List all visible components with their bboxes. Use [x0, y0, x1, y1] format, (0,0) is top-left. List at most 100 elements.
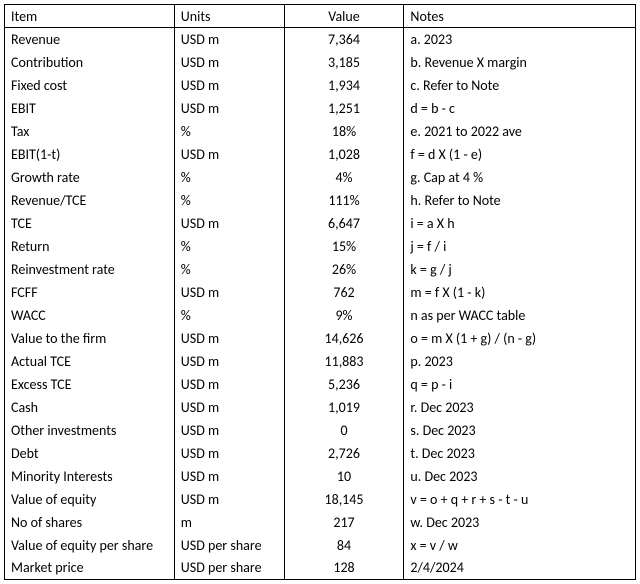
- table-row: Market priceUSD per share1282/4/2024: [5, 557, 636, 580]
- cell-notes: u. Dec 2023: [404, 465, 636, 488]
- table-row: EBITUSD m1,251d = b - c: [5, 97, 636, 120]
- cell-units: USD per share: [174, 557, 284, 580]
- cell-value: 10: [284, 465, 404, 488]
- cell-value: 14,626: [284, 327, 404, 350]
- cell-value: 6,647: [284, 212, 404, 235]
- cell-item: EBIT: [5, 97, 175, 120]
- table-row: TCEUSD m6,647i = a X h: [5, 212, 636, 235]
- cell-units: USD m: [174, 51, 284, 74]
- table-row: Reinvestment rate%26%k = g / j: [5, 258, 636, 281]
- cell-notes: f = d X (1 - e): [404, 143, 636, 166]
- cell-units: USD m: [174, 281, 284, 304]
- table-row: CashUSD m1,019r. Dec 2023: [5, 396, 636, 419]
- cell-units: %: [174, 304, 284, 327]
- cell-item: No of shares: [5, 511, 175, 534]
- table-row: ContributionUSD m3,185b. Revenue X margi…: [5, 51, 636, 74]
- cell-value: 3,185: [284, 51, 404, 74]
- table-row: Tax%18%e. 2021 to 2022 ave: [5, 120, 636, 143]
- table-row: WACC%9%n as per WACC table: [5, 304, 636, 327]
- table-row: Actual TCEUSD m11,883p. 2023: [5, 350, 636, 373]
- cell-notes: a. 2023: [404, 28, 636, 51]
- cell-item: Value to the firm: [5, 327, 175, 350]
- cell-units: USD m: [174, 143, 284, 166]
- cell-units: USD m: [174, 373, 284, 396]
- cell-value: 15%: [284, 235, 404, 258]
- cell-units: USD m: [174, 396, 284, 419]
- cell-notes: v = o + q + r + s - t - u: [404, 488, 636, 511]
- cell-units: USD m: [174, 419, 284, 442]
- cell-notes: o = m X (1 + g) / (n - g): [404, 327, 636, 350]
- cell-notes: k = g / j: [404, 258, 636, 281]
- cell-notes: p. 2023: [404, 350, 636, 373]
- table-header-row: Item Units Value Notes: [5, 5, 636, 28]
- cell-notes: d = b - c: [404, 97, 636, 120]
- cell-notes: s. Dec 2023: [404, 419, 636, 442]
- cell-value: 5,236: [284, 373, 404, 396]
- cell-item: Contribution: [5, 51, 175, 74]
- cell-value: 2,726: [284, 442, 404, 465]
- cell-item: EBIT(1-t): [5, 143, 175, 166]
- table-body: RevenueUSD m7,364a. 2023ContributionUSD …: [5, 28, 636, 580]
- cell-units: %: [174, 120, 284, 143]
- cell-item: Tax: [5, 120, 175, 143]
- cell-item: Value of equity: [5, 488, 175, 511]
- cell-item: Minority Interests: [5, 465, 175, 488]
- cell-units: USD m: [174, 212, 284, 235]
- table-row: FCFFUSD m762m = f X (1 - k): [5, 281, 636, 304]
- cell-notes: g. Cap at 4 %: [404, 166, 636, 189]
- cell-item: WACC: [5, 304, 175, 327]
- cell-item: Revenue/TCE: [5, 189, 175, 212]
- cell-value: 0: [284, 419, 404, 442]
- cell-item: Reinvestment rate: [5, 258, 175, 281]
- cell-item: Growth rate: [5, 166, 175, 189]
- cell-item: Fixed cost: [5, 74, 175, 97]
- cell-value: 762: [284, 281, 404, 304]
- cell-item: Market price: [5, 557, 175, 580]
- cell-units: %: [174, 235, 284, 258]
- cell-notes: c. Refer to Note: [404, 74, 636, 97]
- cell-item: Revenue: [5, 28, 175, 51]
- cell-units: %: [174, 166, 284, 189]
- header-notes: Notes: [404, 5, 636, 28]
- cell-units: USD m: [174, 442, 284, 465]
- table-row: Value to the firmUSD m14,626o = m X (1 +…: [5, 327, 636, 350]
- cell-item: Debt: [5, 442, 175, 465]
- cell-value: 18,145: [284, 488, 404, 511]
- table-row: Return%15%j = f / i: [5, 235, 636, 258]
- header-value: Value: [284, 5, 404, 28]
- header-units: Units: [174, 5, 284, 28]
- cell-item: FCFF: [5, 281, 175, 304]
- header-item: Item: [5, 5, 175, 28]
- cell-notes: h. Refer to Note: [404, 189, 636, 212]
- cell-notes: m = f X (1 - k): [404, 281, 636, 304]
- table-row: EBIT(1-t)USD m1,028f = d X (1 - e): [5, 143, 636, 166]
- cell-notes: e. 2021 to 2022 ave: [404, 120, 636, 143]
- cell-value: 217: [284, 511, 404, 534]
- cell-item: Other investments: [5, 419, 175, 442]
- cell-notes: 2/4/2024: [404, 557, 636, 580]
- cell-value: 1,934: [284, 74, 404, 97]
- table-row: Value of equityUSD m18,145v = o + q + r …: [5, 488, 636, 511]
- cell-units: USD m: [174, 327, 284, 350]
- table-row: No of sharesm217w. Dec 2023: [5, 511, 636, 534]
- cell-units: USD m: [174, 465, 284, 488]
- cell-item: TCE: [5, 212, 175, 235]
- cell-notes: n as per WACC table: [404, 304, 636, 327]
- table-row: Fixed costUSD m1,934c. Refer to Note: [5, 74, 636, 97]
- cell-value: 1,019: [284, 396, 404, 419]
- cell-value: 1,251: [284, 97, 404, 120]
- cell-item: Actual TCE: [5, 350, 175, 373]
- table-row: Revenue/TCE%111%h. Refer to Note: [5, 189, 636, 212]
- cell-notes: j = f / i: [404, 235, 636, 258]
- cell-value: 111%: [284, 189, 404, 212]
- cell-units: %: [174, 189, 284, 212]
- cell-notes: q = p - i: [404, 373, 636, 396]
- table-row: RevenueUSD m7,364a. 2023: [5, 28, 636, 51]
- cell-item: Cash: [5, 396, 175, 419]
- cell-units: %: [174, 258, 284, 281]
- cell-value: 1,028: [284, 143, 404, 166]
- cell-value: 128: [284, 557, 404, 580]
- cell-notes: i = a X h: [404, 212, 636, 235]
- cell-value: 7,364: [284, 28, 404, 51]
- table-row: Excess TCEUSD m5,236q = p - i: [5, 373, 636, 396]
